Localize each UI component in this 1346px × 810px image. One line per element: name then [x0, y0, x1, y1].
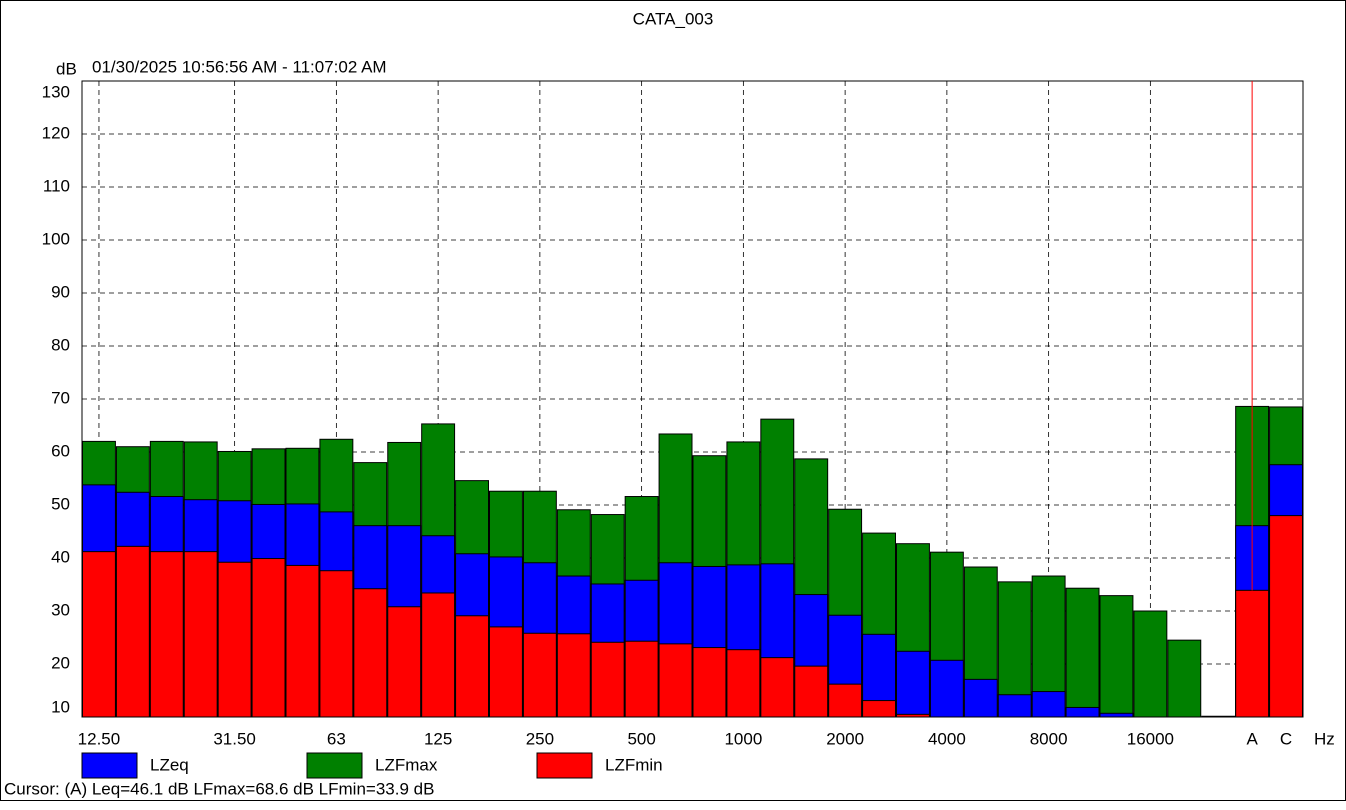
legend-label: LZFmax: [375, 755, 438, 774]
bar: [489, 626, 523, 717]
plot-border: [81, 80, 1304, 718]
subtitle: 01/30/2025 10:56:56 AM - 11:07:02 AM: [92, 57, 387, 76]
chart-title: CATA_003: [633, 9, 714, 28]
bar: [997, 694, 1032, 717]
bar: [353, 588, 388, 717]
bar: [251, 558, 286, 717]
bar: [862, 700, 896, 717]
y-tick-label: 60: [51, 441, 70, 460]
bar: [658, 643, 693, 717]
bar: [726, 649, 761, 717]
bar: [1065, 706, 1100, 717]
bar: [455, 615, 490, 717]
x-tick-label: 4000: [928, 729, 966, 748]
bar: [522, 632, 557, 717]
bar: [760, 657, 795, 717]
x-tick-label: A: [1246, 729, 1258, 748]
bar: [1235, 589, 1270, 717]
bar: [1099, 595, 1134, 717]
bar: [319, 570, 354, 717]
bar: [624, 640, 659, 717]
bar: [115, 545, 150, 717]
bar: [1099, 712, 1134, 717]
legend-swatch: [81, 752, 138, 779]
bar: [556, 633, 591, 717]
legend-swatch: [536, 752, 593, 779]
x-tick-label: C: [1280, 729, 1292, 748]
x-tick-label: 16000: [1127, 729, 1174, 748]
x-tick-label: 125: [424, 729, 452, 748]
y-axis-label: dB: [56, 59, 77, 78]
x-tick-label: 250: [526, 729, 554, 748]
bar: [828, 683, 863, 717]
legend-label: LZeq: [150, 755, 189, 774]
bar: [183, 551, 218, 717]
bar: [387, 606, 422, 717]
x-tick-label: 12.50: [78, 729, 121, 748]
bar: [692, 647, 727, 717]
x-tick-label: 63: [327, 729, 346, 748]
y-tick-label: 70: [51, 388, 70, 407]
legend-swatch: [306, 752, 363, 779]
bar: [929, 659, 964, 717]
y-tick-label: 30: [51, 600, 70, 619]
bar: [963, 678, 998, 717]
bar: [1167, 639, 1202, 717]
bar: [82, 551, 116, 717]
bar: [1031, 691, 1066, 717]
bar: [217, 561, 252, 717]
y-tick-label: 10: [51, 697, 70, 716]
bar: [421, 592, 456, 717]
y-tick-label: 90: [51, 282, 70, 301]
x-unit: Hz: [1314, 729, 1335, 748]
y-tick-label: 20: [51, 653, 70, 672]
bar: [1065, 587, 1100, 717]
y-tick-label: 40: [51, 547, 70, 566]
y-tick-label: 130: [42, 82, 70, 101]
y-tick-label: 110: [43, 176, 70, 195]
bar: [285, 564, 320, 717]
x-tick-label: 8000: [1030, 729, 1068, 748]
bar: [1269, 515, 1303, 717]
x-tick-label: 31.50: [213, 729, 256, 748]
y-tick-label: 50: [51, 494, 70, 513]
bar: [794, 665, 829, 717]
y-tick-label: 100: [42, 229, 70, 248]
cursor-readout: Cursor: (A) Leq=46.1 dB LFmax=68.6 dB LF…: [4, 779, 434, 798]
legend-label: LZFmin: [605, 755, 663, 774]
bar: [149, 551, 184, 717]
bar: [1133, 610, 1168, 717]
y-tick-label: 120: [42, 123, 70, 142]
bar: [896, 650, 930, 717]
x-tick-label: 2000: [826, 729, 864, 748]
x-tick-label: 1000: [724, 729, 762, 748]
bar: [590, 641, 625, 717]
y-tick-label: 80: [51, 335, 70, 354]
x-tick-label: 500: [627, 729, 655, 748]
